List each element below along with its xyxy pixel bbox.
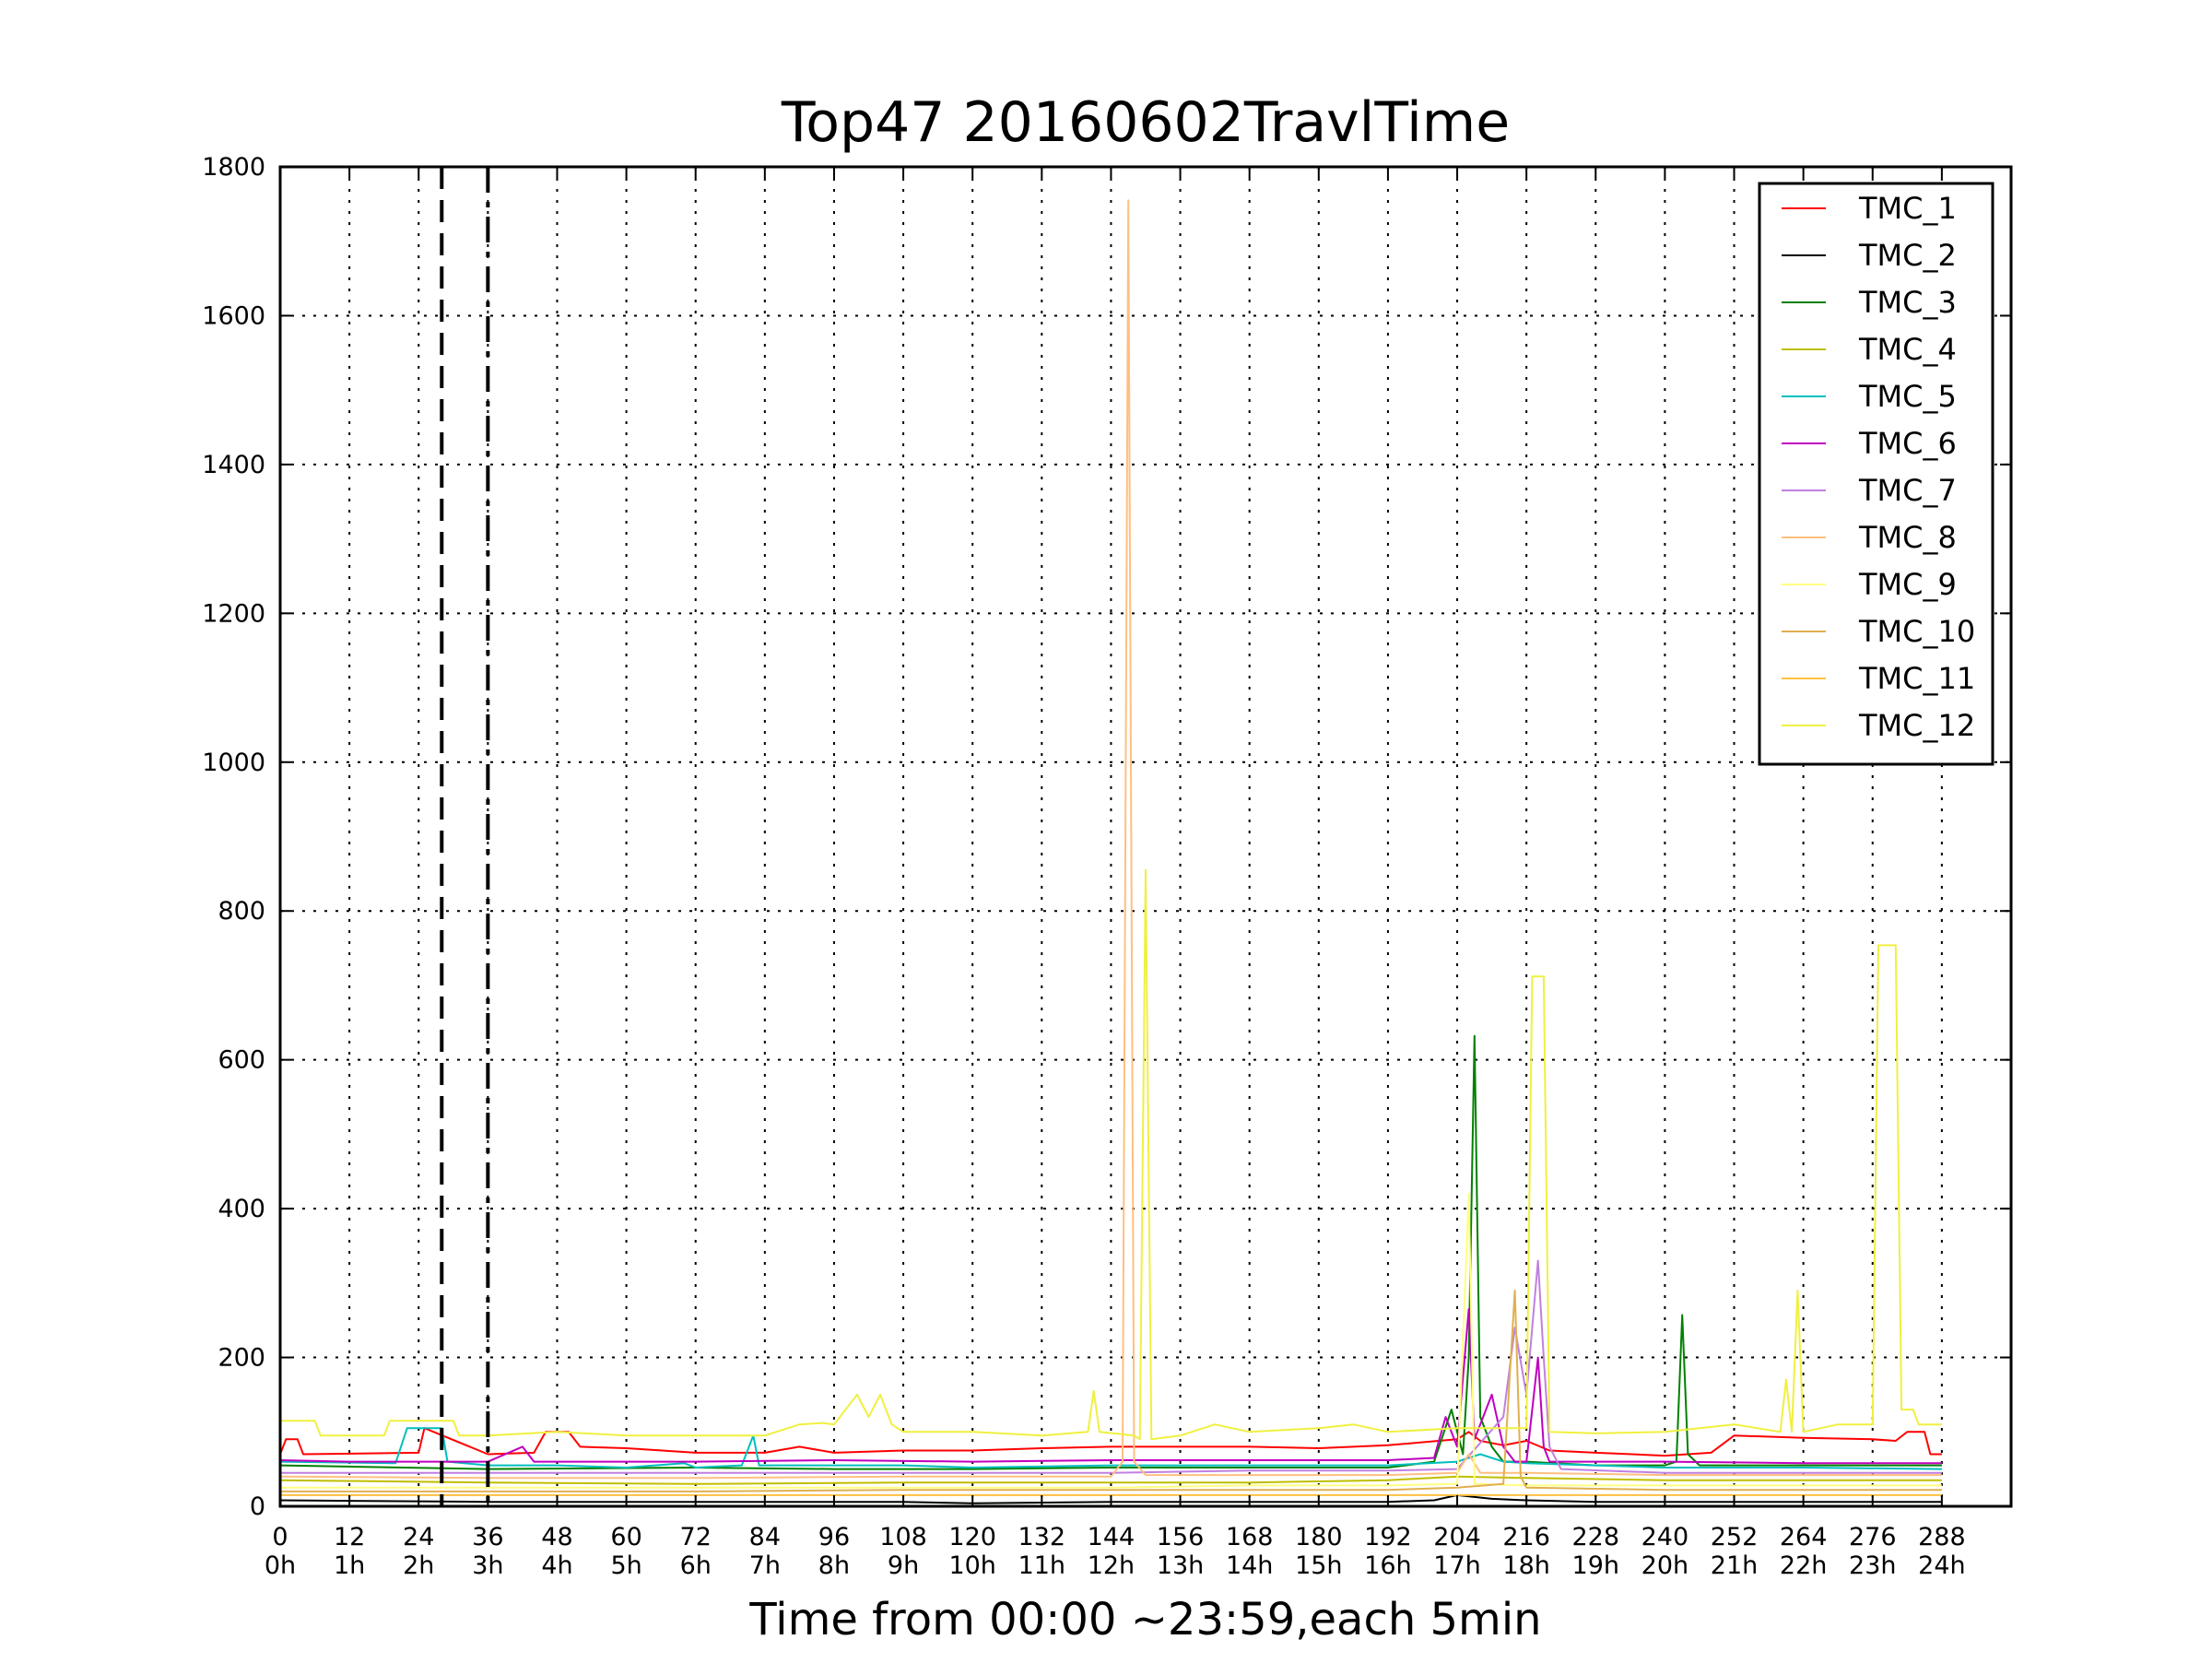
x-tick-sublabel: 23h (1849, 1551, 1896, 1580)
x-tick-sublabel: 21h (1711, 1551, 1758, 1580)
x-tick-label: 168 (1226, 1523, 1274, 1551)
legend-label: TMC_3 (1858, 285, 1957, 320)
legend-label: TMC_8 (1858, 520, 1957, 555)
y-tick-label: 1000 (202, 749, 265, 777)
x-tick-label: 192 (1364, 1523, 1412, 1551)
x-tick-label: 144 (1088, 1523, 1135, 1551)
x-tick-sublabel: 10h (948, 1551, 995, 1580)
x-tick-sublabel: 15h (1295, 1551, 1342, 1580)
vline-layer (440, 167, 490, 1506)
x-tick-label: 216 (1502, 1523, 1550, 1551)
x-tick-sublabel: 17h (1433, 1551, 1480, 1580)
x-tick-label: 180 (1295, 1523, 1343, 1551)
y-tick-label: 200 (218, 1344, 265, 1373)
legend-label: TMC_11 (1858, 661, 1975, 696)
grid-layer (280, 167, 2011, 1506)
x-tick-sublabel: 3h (472, 1551, 503, 1580)
y-tick-label: 600 (218, 1046, 265, 1075)
x-tick-label: 132 (1018, 1523, 1066, 1551)
series-line-tmc-4 (279, 1475, 1942, 1485)
legend: TMC_1 TMC_2 TMC_3 TMC_4 TMC_5 TMC_6 TMC_7 TMC_8… (1758, 182, 1994, 766)
x-tick-label: 72 (680, 1523, 712, 1551)
series-line-tmc-12 (280, 868, 1942, 1441)
x-tick-sublabel: 13h (1157, 1551, 1204, 1580)
x-tick-label: 36 (472, 1523, 503, 1551)
x-tick-sublabel: 24h (1918, 1551, 1965, 1580)
y-tick-label: 1800 (202, 153, 265, 182)
y-tick-label: 1400 (202, 451, 265, 479)
x-tick-sublabel: 22h (1780, 1551, 1827, 1580)
series-line-tmc-8 (279, 199, 1942, 1480)
x-tick-sublabel: 6h (680, 1551, 712, 1580)
x-tick-label: 108 (879, 1523, 927, 1551)
legend-label: TMC_1 (1858, 191, 1957, 226)
x-tick-sublabel: 5h (610, 1551, 641, 1580)
legend-label: TMC_7 (1858, 473, 1957, 508)
y-tick-label: 800 (218, 897, 265, 926)
x-tick-label: 240 (1641, 1523, 1689, 1551)
x-tick-sublabel: 16h (1364, 1551, 1411, 1580)
x-tick-label: 288 (1918, 1523, 1966, 1551)
legend-label: TMC_5 (1858, 379, 1957, 414)
x-tick-sublabel: 1h (334, 1551, 365, 1580)
legend-frame (1758, 182, 1994, 766)
x-tick-label: 12 (334, 1523, 365, 1551)
series-line-tmc-6 (279, 1308, 1942, 1465)
x-tick-label: 0 (272, 1523, 288, 1551)
series-layer (279, 199, 1942, 1504)
x-tick-label: 120 (948, 1523, 996, 1551)
chart-title: Top47 20160602TravlTime (781, 90, 1510, 155)
legend-label: TMC_10 (1858, 614, 1975, 649)
legend-label: TMC_2 (1858, 238, 1957, 273)
x-tick-label: 252 (1711, 1523, 1759, 1551)
legend-label: TMC_6 (1858, 426, 1957, 461)
x-tick-label: 264 (1780, 1523, 1828, 1551)
legend-label: TMC_9 (1858, 567, 1957, 602)
x-tick-sublabel: 9h (888, 1551, 919, 1580)
x-tick-label: 204 (1433, 1523, 1481, 1551)
x-tick-sublabel: 12h (1088, 1551, 1135, 1580)
x-tick-sublabel: 2h (403, 1551, 434, 1580)
x-tick-label: 228 (1572, 1523, 1620, 1551)
x-tick-sublabel: 4h (541, 1551, 572, 1580)
series-line-tmc-1 (279, 1427, 1942, 1457)
legend-label: TMC_12 (1858, 708, 1975, 743)
x-tick-label: 60 (610, 1523, 641, 1551)
x-tick-sublabel: 18h (1502, 1551, 1549, 1580)
x-axis-label: Time from 00:00 ~23:59,each 5min (748, 1594, 1541, 1645)
legend-label: TMC_4 (1858, 332, 1957, 367)
x-tick-sublabel: 7h (749, 1551, 781, 1580)
plot-frame (278, 165, 2013, 1508)
x-tick-label: 156 (1157, 1523, 1205, 1551)
series-line-tmc-10 (280, 1289, 1942, 1492)
series-line-tmc-3 (279, 1034, 1942, 1470)
x-tick-label: 24 (403, 1523, 434, 1551)
x-tick-sublabel: 19h (1572, 1551, 1619, 1580)
tick-layer: 02004006008001000120014001600180000h121h… (202, 153, 2011, 1580)
x-tick-label: 276 (1849, 1523, 1897, 1551)
x-tick-sublabel: 14h (1226, 1551, 1273, 1580)
y-tick-label: 400 (218, 1195, 265, 1223)
x-tick-label: 48 (541, 1523, 572, 1551)
y-tick-label: 1600 (202, 301, 265, 330)
series-line-tmc-9 (280, 1193, 1942, 1489)
x-tick-sublabel: 11h (1018, 1551, 1065, 1580)
x-tick-sublabel: 8h (818, 1551, 850, 1580)
x-tick-sublabel: 20h (1641, 1551, 1688, 1580)
y-tick-label: 1200 (202, 599, 265, 628)
x-tick-sublabel: 0h (265, 1551, 296, 1580)
x-tick-label: 96 (818, 1523, 850, 1551)
y-tick-label: 0 (250, 1492, 265, 1521)
x-tick-label: 84 (749, 1523, 781, 1551)
